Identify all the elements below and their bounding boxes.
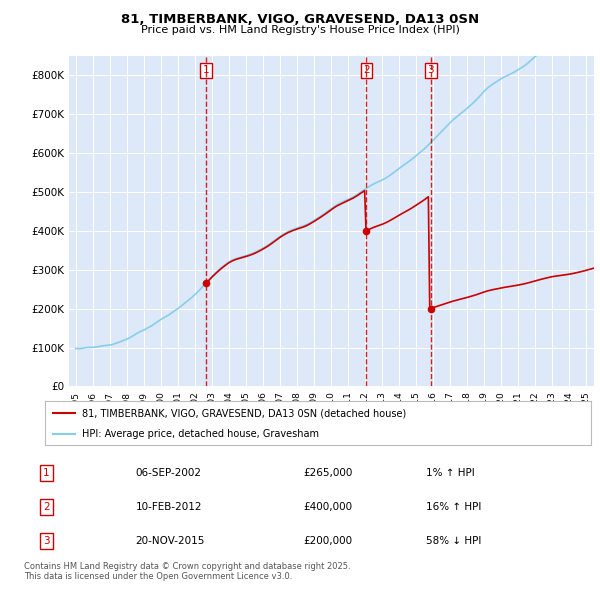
Text: £265,000: £265,000 <box>303 468 352 478</box>
Text: 58% ↓ HPI: 58% ↓ HPI <box>426 536 481 546</box>
Text: 81, TIMBERBANK, VIGO, GRAVESEND, DA13 0SN (detached house): 81, TIMBERBANK, VIGO, GRAVESEND, DA13 0S… <box>82 408 406 418</box>
Text: 2: 2 <box>43 502 50 512</box>
Text: 1: 1 <box>203 65 209 76</box>
Text: 1: 1 <box>43 468 50 478</box>
Text: £400,000: £400,000 <box>303 502 352 512</box>
Text: 3: 3 <box>427 65 434 76</box>
Text: 16% ↑ HPI: 16% ↑ HPI <box>426 502 481 512</box>
Text: 06-SEP-2002: 06-SEP-2002 <box>136 468 202 478</box>
Text: 10-FEB-2012: 10-FEB-2012 <box>136 502 202 512</box>
Text: HPI: Average price, detached house, Gravesham: HPI: Average price, detached house, Grav… <box>82 430 319 440</box>
Text: 1% ↑ HPI: 1% ↑ HPI <box>426 468 475 478</box>
Text: 20-NOV-2015: 20-NOV-2015 <box>136 536 205 546</box>
Text: Contains HM Land Registry data © Crown copyright and database right 2025.
This d: Contains HM Land Registry data © Crown c… <box>24 562 350 581</box>
Text: £200,000: £200,000 <box>303 536 352 546</box>
Text: 3: 3 <box>43 536 50 546</box>
Text: Price paid vs. HM Land Registry's House Price Index (HPI): Price paid vs. HM Land Registry's House … <box>140 25 460 35</box>
Text: 81, TIMBERBANK, VIGO, GRAVESEND, DA13 0SN: 81, TIMBERBANK, VIGO, GRAVESEND, DA13 0S… <box>121 13 479 26</box>
Text: 2: 2 <box>363 65 370 76</box>
